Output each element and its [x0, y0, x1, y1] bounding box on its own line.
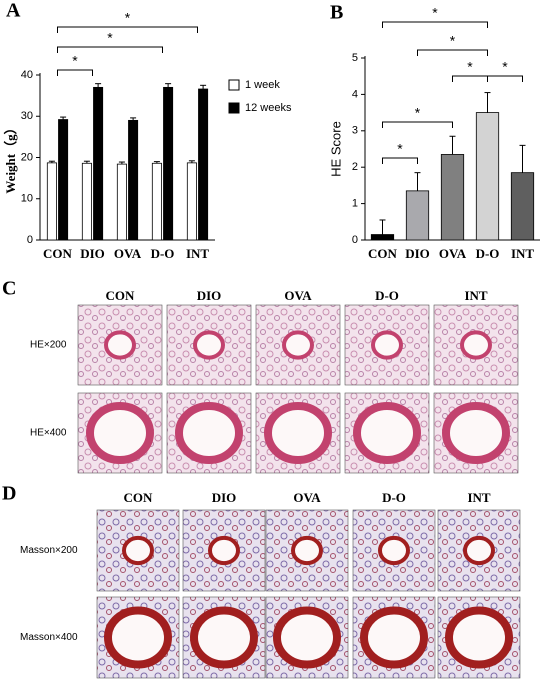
x-tick-label: INT — [186, 246, 209, 261]
vessel-wall — [273, 606, 341, 669]
column-label: OVA — [293, 490, 321, 505]
column-label: INT — [467, 490, 490, 505]
vessel-wall — [371, 330, 403, 360]
significance-bracket — [382, 157, 418, 164]
column-label: DIO — [212, 490, 237, 505]
y-tick-label: 0 — [27, 234, 33, 246]
significance-star: * — [125, 10, 131, 26]
panel-label: B — [330, 2, 343, 24]
vessel-wall — [122, 535, 154, 566]
significance-bracket — [57, 69, 93, 76]
significance-star: * — [397, 141, 403, 157]
y-tick-label: 10 — [21, 193, 33, 205]
y-tick-label: 5 — [352, 52, 358, 64]
significance-bracket — [452, 75, 488, 82]
bar — [186, 162, 197, 241]
x-tick-label: DIO — [405, 246, 430, 261]
y-tick-label: 4 — [352, 88, 358, 100]
vessel-wall — [208, 535, 240, 566]
significance-star: * — [415, 105, 421, 121]
y-axis-label: Weight（g） — [3, 121, 18, 193]
bar — [128, 119, 139, 241]
column-label: OVA — [284, 288, 312, 303]
vessel-wall — [104, 606, 172, 669]
y-tick-label: 30 — [21, 110, 33, 122]
vessel-wall — [360, 606, 428, 669]
significance-bracket — [382, 21, 488, 28]
bar — [440, 154, 465, 241]
x-tick-label: OVA — [439, 246, 467, 261]
y-tick-label: 2 — [352, 161, 358, 173]
vessel-wall — [463, 535, 495, 566]
x-tick-label: D-O — [476, 246, 500, 261]
vessel-wall — [175, 402, 243, 464]
significance-bracket — [417, 49, 488, 56]
bar — [58, 119, 69, 241]
vessel-wall — [445, 606, 513, 669]
significance-star: * — [432, 5, 438, 21]
panel-label: C — [2, 278, 16, 300]
panel-label: A — [6, 0, 21, 22]
y-axis-label: HE Score — [328, 121, 343, 177]
significance-star: * — [450, 33, 456, 49]
legend-swatch — [228, 102, 240, 114]
vessel-wall — [378, 535, 410, 566]
legend-label: 1 week — [245, 79, 280, 91]
significance-star: * — [502, 59, 508, 75]
y-tick-label: 40 — [21, 69, 33, 81]
bar — [163, 86, 174, 241]
column-label: D-O — [382, 490, 406, 505]
panel-label: D — [2, 483, 16, 505]
row-label: HE×200 — [30, 340, 67, 351]
bar — [475, 112, 500, 241]
bar — [151, 162, 162, 241]
vessel-wall — [353, 402, 421, 464]
column-label: INT — [464, 288, 487, 303]
x-tick-label: DIO — [80, 246, 105, 261]
x-tick-label: INT — [511, 246, 534, 261]
legend-swatch — [228, 79, 240, 91]
row-label: Masson×200 — [20, 545, 78, 556]
vessel-wall — [291, 535, 323, 566]
significance-bracket — [382, 121, 453, 128]
vessel-wall — [282, 330, 314, 360]
vessel-wall — [86, 402, 154, 464]
significance-bracket — [57, 46, 163, 53]
vessel-wall — [193, 330, 225, 360]
vessel-wall — [190, 606, 258, 669]
x-tick-label: CON — [368, 246, 398, 261]
bar — [46, 162, 57, 241]
vessel-wall — [104, 330, 136, 360]
bar — [198, 88, 209, 241]
significance-star: * — [467, 59, 473, 75]
vessel-wall — [442, 402, 510, 464]
vessel-wall — [460, 330, 492, 360]
significance-bracket — [57, 26, 198, 33]
column-label: CON — [124, 490, 154, 505]
bar — [510, 172, 535, 241]
significance-bracket — [487, 75, 523, 82]
bar — [370, 234, 395, 241]
column-label: CON — [106, 288, 136, 303]
bar — [116, 163, 127, 241]
y-tick-label: 3 — [352, 125, 358, 137]
column-label: DIO — [197, 288, 222, 303]
bar — [405, 190, 430, 241]
x-tick-label: OVA — [114, 246, 142, 261]
bar — [93, 86, 104, 241]
significance-star: * — [107, 30, 113, 46]
y-tick-label: 20 — [21, 151, 33, 163]
column-label: D-O — [375, 288, 399, 303]
legend-label: 12 weeks — [245, 102, 292, 114]
y-tick-label: 1 — [352, 198, 358, 210]
bar — [81, 162, 92, 241]
x-tick-label: CON — [43, 246, 73, 261]
vessel-wall — [264, 402, 332, 464]
row-label: HE×400 — [30, 428, 67, 439]
x-tick-label: D-O — [151, 246, 175, 261]
y-tick-label: 0 — [352, 234, 358, 246]
row-label: Masson×400 — [20, 632, 78, 643]
significance-star: * — [72, 53, 78, 69]
